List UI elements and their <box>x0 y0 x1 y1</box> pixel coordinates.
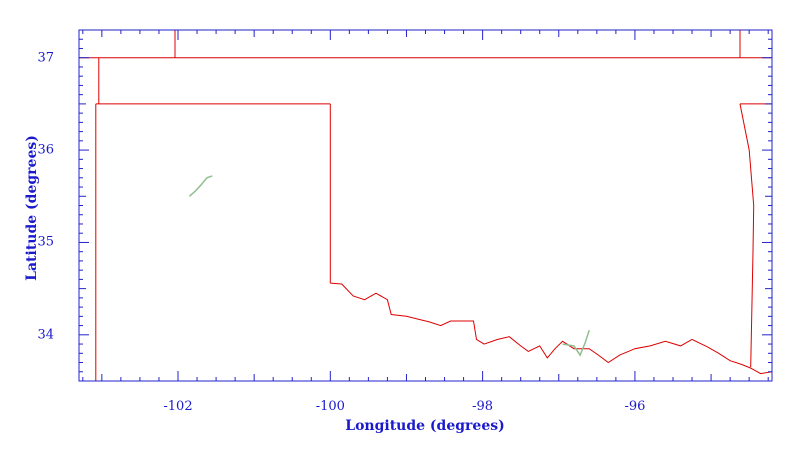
y-tick-label: 36 <box>37 142 54 158</box>
y-tick-label: 34 <box>37 327 54 343</box>
ticks-layer <box>79 29 772 382</box>
y-axis-title: Latitude (degrees) <box>24 135 40 281</box>
plot-frame <box>78 29 773 382</box>
x-tick-label: -100 <box>315 399 345 414</box>
x-tick-label: -96 <box>624 399 646 414</box>
oklahoma-arkansas-border <box>739 103 755 368</box>
x-tick-label: -98 <box>472 399 494 414</box>
red-river-border <box>330 282 773 375</box>
x-tick-label: -102 <box>163 399 193 414</box>
boundaries-layer <box>79 30 773 381</box>
y-tick-label: 35 <box>37 234 54 250</box>
water-layer <box>188 175 590 357</box>
x-axis-title: Longitude (degrees) <box>345 418 505 434</box>
lake-texoma <box>562 329 590 357</box>
y-tick-label: 37 <box>37 50 54 66</box>
lake-meredith <box>188 175 213 197</box>
